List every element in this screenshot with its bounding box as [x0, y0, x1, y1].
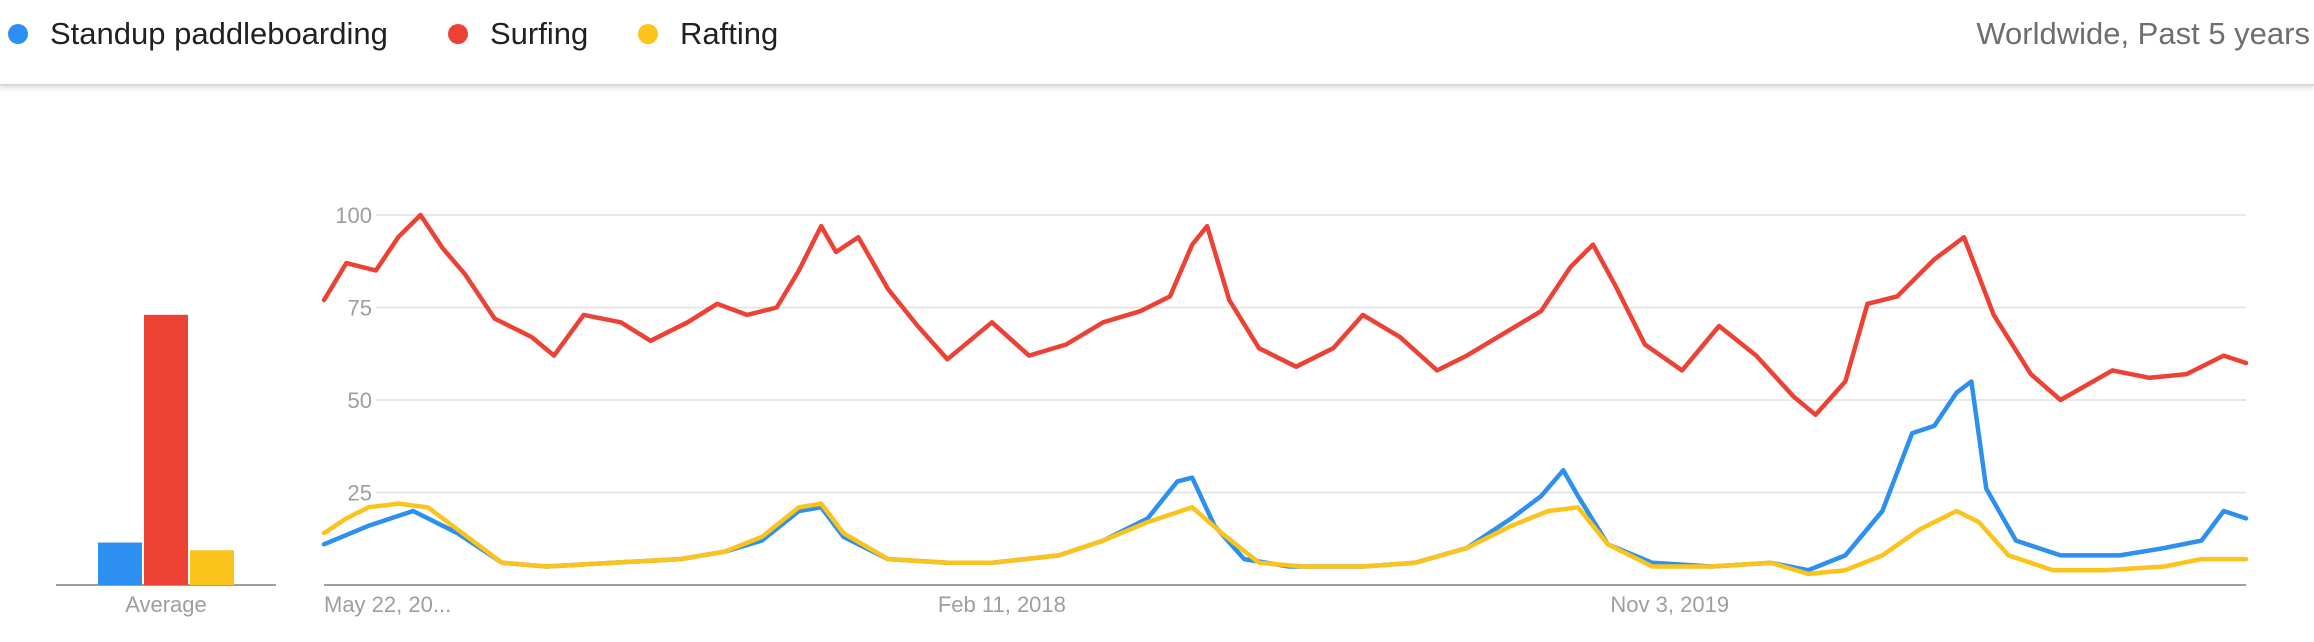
legend-label-rafting: Rafting [680, 16, 779, 51]
standup-color-dot [8, 24, 28, 44]
chart-area: Average 25 50 75 100 May 22, 20... Feb 11, 20… [0, 86, 2314, 642]
series-line-standup-paddleboarding [321, 379, 2249, 573]
y-tick-label-100: 100 [335, 203, 372, 228]
legend-item-standup-paddleboarding[interactable]: Standup paddleboarding [8, 14, 388, 54]
legend-bar: Standup paddleboarding Surfing Rafting W… [0, 0, 2314, 86]
y-tick-label-75: 75 [348, 296, 372, 321]
legend-item-rafting[interactable]: Rafting [638, 14, 778, 54]
average-label: Average [125, 592, 207, 617]
series-line-surfing [321, 212, 2249, 418]
average-bar-2 [144, 314, 188, 585]
average-bar-chart: Average [56, 314, 276, 617]
x-tick-label-2: Feb 11, 2018 [938, 592, 1066, 617]
y-tick-label-25: 25 [348, 481, 372, 506]
rafting-color-dot [638, 24, 658, 44]
x-tick-label-1: May 22, 20... [324, 592, 451, 617]
region-time-scope-label[interactable]: Worldwide, Past 5 years [1976, 16, 2310, 51]
surfing-color-dot [448, 24, 468, 44]
x-tick-label-3: Nov 3, 2019 [1610, 592, 1729, 617]
legend-item-surfing[interactable]: Surfing [448, 14, 588, 54]
legend-label-standup: Standup paddleboarding [50, 16, 388, 51]
interest-over-time-chart: 25 50 75 100 May 22, 20... Feb 11, 2018 Nov 3,… [321, 203, 2249, 617]
average-bar-3 [190, 550, 234, 585]
series-line-rafting [321, 501, 2249, 577]
legend-label-surfing: Surfing [490, 16, 589, 51]
average-bar-1 [98, 542, 142, 585]
y-tick-label-50: 50 [348, 388, 372, 413]
